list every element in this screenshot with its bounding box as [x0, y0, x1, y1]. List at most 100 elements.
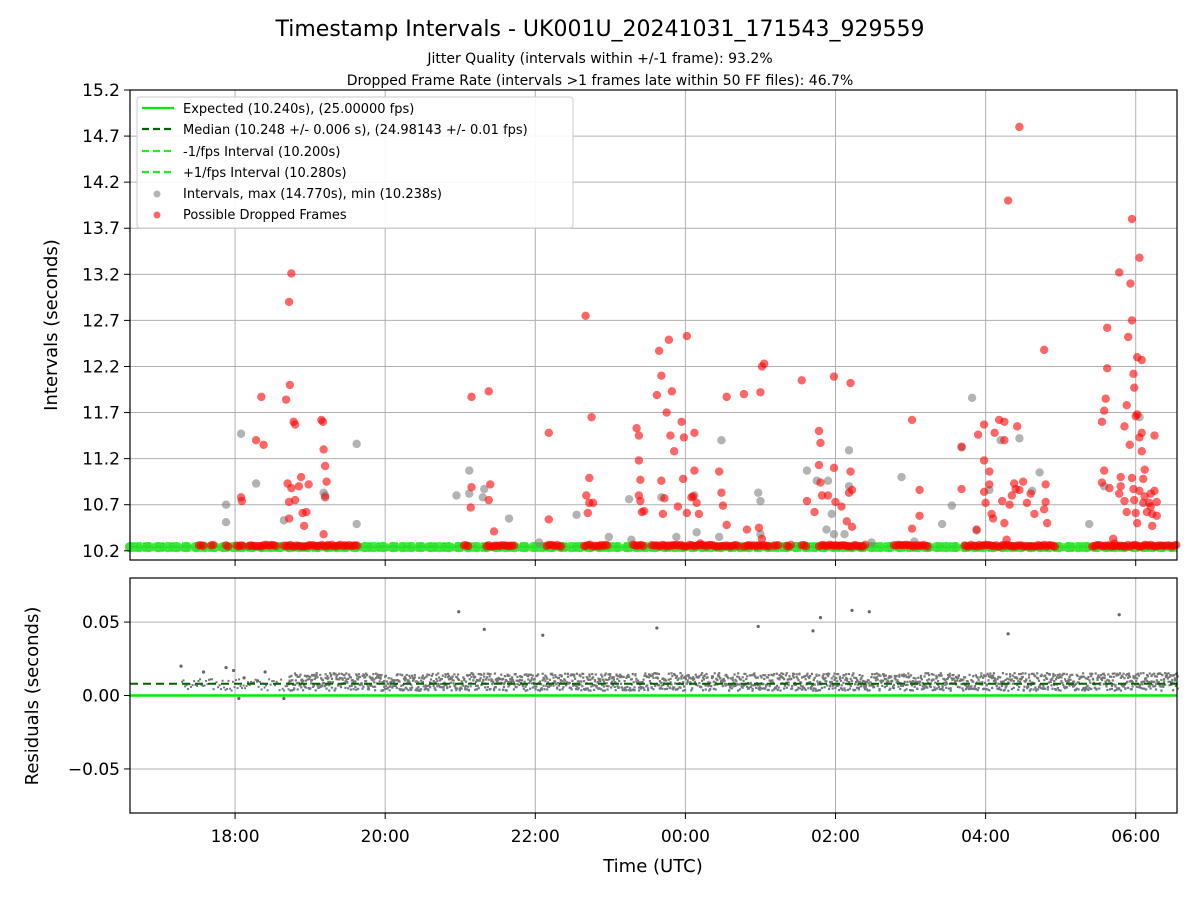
residual-point [1162, 685, 1165, 688]
residual-point [723, 679, 726, 682]
residual-point [268, 678, 271, 681]
residual-point [891, 685, 895, 688]
residual-point [669, 681, 672, 684]
residual-point [861, 681, 864, 684]
residual-point [366, 685, 370, 688]
residual-point [431, 672, 434, 676]
residual-outlier-point [482, 627, 486, 632]
interval-point [754, 488, 763, 497]
interval-point [840, 529, 849, 539]
residual-point [306, 678, 309, 681]
residual-point [769, 679, 772, 683]
residual-point [1034, 675, 1037, 678]
interval-point [867, 538, 876, 547]
residual-point [850, 679, 853, 682]
residual-point [1166, 677, 1169, 680]
residual-point [1168, 675, 1171, 679]
residual-point [1176, 687, 1179, 690]
residual-point [200, 683, 203, 686]
residual-point [434, 681, 437, 684]
legend-label-plus-fps: +1/fps Interval (10.280s) [183, 166, 347, 181]
residual-point [609, 675, 612, 678]
residual-point [428, 673, 431, 677]
dropped-frame-point [285, 380, 295, 390]
residual-point [953, 677, 956, 680]
residual-point [919, 676, 923, 679]
residual-point [855, 686, 859, 689]
residual-point [241, 687, 244, 690]
residual-point [1086, 677, 1089, 680]
residual-point [698, 681, 701, 685]
residual-point [1137, 674, 1141, 677]
residual-point [320, 684, 324, 687]
residual-point [1122, 685, 1125, 688]
residual-point [898, 673, 901, 676]
residual-point [505, 679, 508, 683]
dropped-frame-point [1137, 447, 1146, 456]
residual-point [1075, 673, 1078, 677]
dropped-frame-point [1148, 521, 1157, 531]
residual-point [483, 672, 486, 675]
residual-point [355, 673, 358, 676]
residual-point [405, 687, 408, 690]
residual-point [646, 684, 649, 687]
dropped-frame-point [722, 392, 731, 402]
residual-point [1003, 688, 1006, 691]
residual-point [387, 677, 390, 680]
residual-point [1148, 685, 1151, 688]
residual-point [446, 687, 449, 690]
residual-point [918, 683, 922, 687]
residual-point [544, 674, 547, 677]
residual-point [421, 680, 425, 684]
residual-point [1125, 674, 1128, 677]
dropped-frame-point [585, 473, 594, 483]
residual-point [813, 676, 816, 680]
residual-point [479, 677, 482, 680]
residual-point [532, 681, 535, 684]
residual-point [595, 686, 598, 689]
residual-point [972, 680, 975, 683]
residual-point [1085, 688, 1088, 691]
residual-point [367, 687, 370, 690]
residual-point [936, 680, 940, 683]
residual-point [672, 688, 675, 691]
residual-point [894, 678, 897, 681]
expected-point [425, 541, 436, 553]
dropped-frame-point [1097, 417, 1107, 426]
residual-point [316, 684, 319, 687]
residual-point [502, 686, 506, 689]
chart-subtitle-dropped: Dropped Frame Rate (intervals >1 frames … [347, 73, 854, 89]
residual-point [727, 683, 730, 686]
residual-point [682, 681, 685, 684]
residual-point [506, 674, 509, 677]
residual-point [483, 686, 487, 689]
dropped-frame-point [923, 542, 932, 551]
residual-point [918, 680, 922, 683]
residual-point [456, 687, 459, 690]
residual-point [365, 680, 368, 683]
residual-point [796, 677, 799, 680]
interval-point [714, 532, 724, 542]
dropped-frame-point [666, 431, 675, 440]
residual-point [295, 682, 298, 685]
residual-point [831, 687, 834, 690]
residual-point [498, 688, 501, 691]
residual-point [752, 684, 755, 687]
dropped-frame-point [199, 541, 208, 550]
residual-point [604, 672, 607, 675]
residual-point [392, 679, 396, 682]
dropped-frame-point [299, 521, 309, 531]
dropped-frame-point [802, 496, 812, 506]
residual-point [1150, 680, 1153, 683]
residual-point [420, 676, 424, 679]
residual-point [760, 676, 763, 679]
interval-point [504, 514, 514, 523]
residual-point [527, 675, 530, 678]
x-axis-label: Time (UTC) [602, 856, 703, 877]
residual-point [1045, 672, 1049, 675]
y-tick-label: −0.05 [68, 760, 120, 780]
residual-point [749, 685, 752, 689]
residual-point [1044, 687, 1047, 690]
residual-point [765, 683, 769, 686]
dropped-frame-point [1012, 422, 1022, 431]
